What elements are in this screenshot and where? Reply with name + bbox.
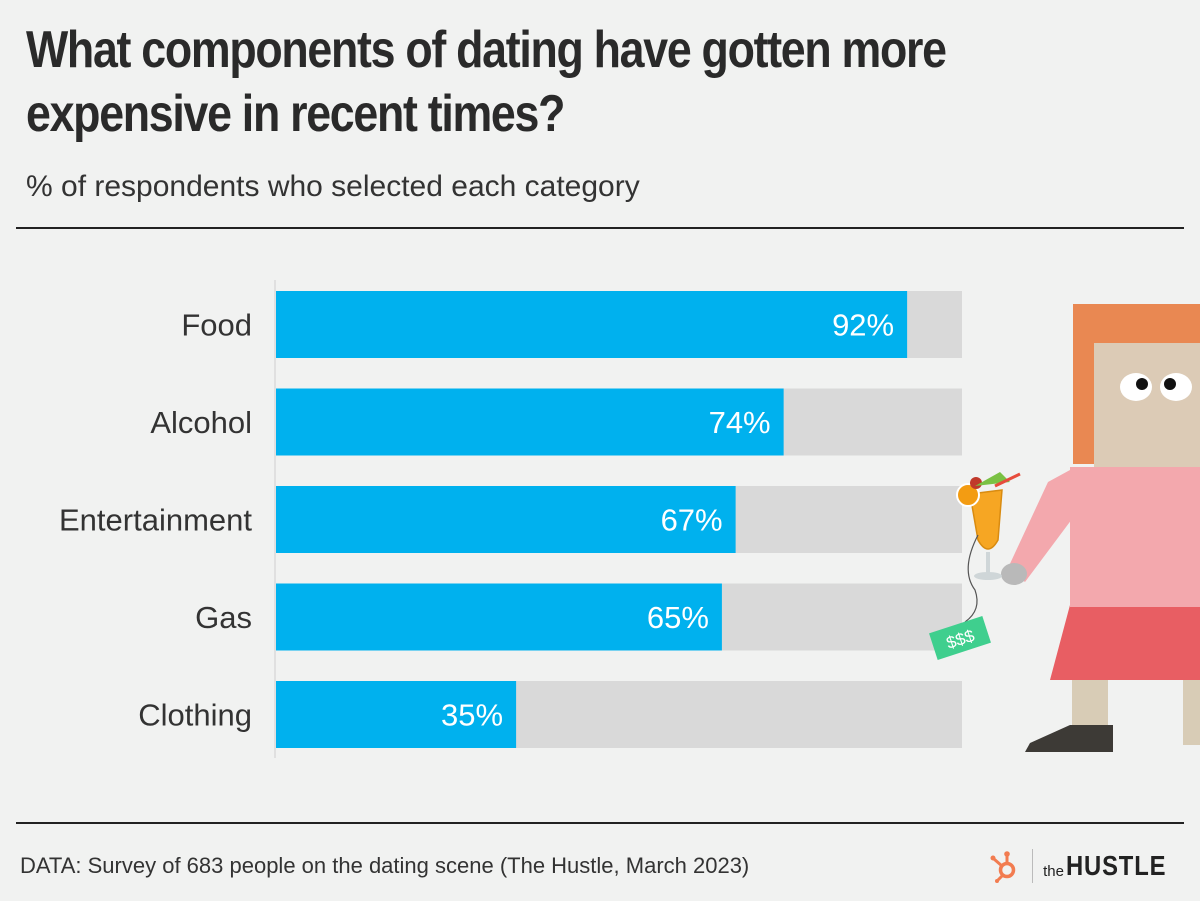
logo-the-text: the [1043,863,1064,880]
left-pupil [1136,378,1148,390]
right-pupil [1164,378,1176,390]
cherry [970,477,982,489]
bar-alcohol [276,388,784,456]
face-shape [1094,343,1200,468]
price-tag: $$$ [929,616,991,660]
bar-food [276,291,908,358]
data-source-note: DATA: Survey of 683 people on the dating… [20,853,750,878]
category-label: Entertainment [59,503,252,538]
bar-gas [276,583,722,651]
cocktail-glass [969,489,1003,550]
straw [994,472,1021,488]
value-label: 92% [832,308,894,343]
logo-divider [1032,849,1034,883]
value-label: 74% [709,405,771,440]
orange-slice [956,483,980,507]
hand-shape [1001,563,1027,585]
bar-group: Food 92% Alcohol 74% Entertainment 67% Gas 65% C… [59,291,962,748]
value-label: 65% [647,600,709,635]
bar-entertainment [276,486,736,553]
torso-shape [1070,467,1200,607]
price-tag-body [929,616,991,660]
right-eye [1160,373,1192,401]
hubspot-sprocket-icon [990,851,1016,883]
category-label: Gas [195,600,252,635]
chart-title: What components of dating have gotten mo… [26,21,947,143]
category-label: Alcohol [150,405,252,440]
the-hustle-logo: the HUSTLE [990,846,1184,886]
bottom-divider [16,822,1184,824]
logo-hustle-text: HUSTLE [1066,850,1167,881]
chart-subtitle: % of respondents who selected each categ… [26,170,640,203]
bar-clothing [276,681,517,748]
right-leg [1183,675,1200,745]
left-eye [1120,373,1152,401]
glass-stem [986,552,990,574]
bar-chart: Food 92% Alcohol 74% Entertainment 67% Gas 65% C… [59,280,962,758]
glass-base [974,572,1002,580]
skirt-shape [1050,605,1200,680]
shoe-shape [1025,725,1113,752]
price-string [964,534,979,623]
category-label: Clothing [138,698,252,733]
arm-shape [1008,470,1075,582]
value-label: 35% [441,698,503,733]
category-label: Food [181,308,252,343]
dating-character-illustration: $$$ [929,304,1200,752]
top-divider [16,227,1184,229]
value-label: 67% [661,503,723,538]
